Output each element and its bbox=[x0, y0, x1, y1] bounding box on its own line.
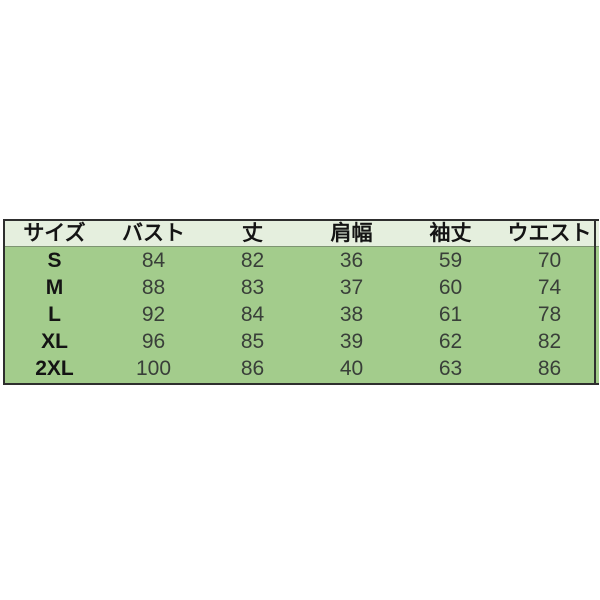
size-cell: XL bbox=[41, 330, 68, 353]
value-cell: 86 bbox=[240, 357, 265, 380]
size-chart-table: サイズ バスト 丈 肩幅 袖丈 ウエスト S 84 82 36 59 70 M … bbox=[3, 219, 599, 385]
header-cell-shoulder: 肩幅 bbox=[330, 222, 373, 245]
value-cell: 62 bbox=[438, 330, 463, 353]
value-cell: 85 bbox=[240, 330, 265, 353]
value-cell: 40 bbox=[339, 357, 364, 380]
value-cell: 70 bbox=[537, 249, 562, 272]
header-cell-sleeve: 袖丈 bbox=[429, 222, 472, 245]
value-cell: 100 bbox=[135, 357, 172, 380]
table-row-2xl: 2XL 100 86 40 63 86 bbox=[5, 355, 599, 382]
table-row-l: L 92 84 38 61 78 bbox=[5, 301, 599, 328]
value-cell: 38 bbox=[339, 303, 364, 326]
header-cell-size: サイズ bbox=[23, 222, 86, 245]
value-cell: 39 bbox=[339, 330, 364, 353]
value-cell: 88 bbox=[141, 276, 166, 299]
value-cell: 60 bbox=[438, 276, 463, 299]
size-cell: M bbox=[45, 276, 64, 299]
value-cell: 74 bbox=[537, 276, 562, 299]
value-cell: 36 bbox=[339, 249, 364, 272]
header-cell-length: 丈 bbox=[242, 222, 263, 245]
value-cell: 96 bbox=[141, 330, 166, 353]
header-cell-waist: ウエスト bbox=[507, 222, 592, 245]
value-cell: 84 bbox=[240, 303, 265, 326]
value-cell: 82 bbox=[240, 249, 265, 272]
value-cell: 82 bbox=[537, 330, 562, 353]
value-cell: 59 bbox=[438, 249, 463, 272]
value-cell: 78 bbox=[537, 303, 562, 326]
table-row-xl: XL 96 85 39 62 82 bbox=[5, 328, 599, 355]
size-cell: 2XL bbox=[35, 357, 74, 380]
header-cell-bust: バスト bbox=[122, 222, 185, 245]
table-header-row: サイズ バスト 丈 肩幅 袖丈 ウエスト bbox=[5, 221, 599, 247]
value-cell: 84 bbox=[141, 249, 166, 272]
table-right-border bbox=[594, 221, 596, 383]
table-row-s: S 84 82 36 59 70 bbox=[5, 247, 599, 274]
size-cell: S bbox=[47, 249, 62, 272]
value-cell: 92 bbox=[141, 303, 166, 326]
value-cell: 86 bbox=[537, 357, 562, 380]
value-cell: 61 bbox=[438, 303, 463, 326]
value-cell: 83 bbox=[240, 276, 265, 299]
table-row-m: M 88 83 37 60 74 bbox=[5, 274, 599, 301]
value-cell: 37 bbox=[339, 276, 364, 299]
size-cell: L bbox=[48, 303, 61, 326]
value-cell: 63 bbox=[438, 357, 463, 380]
